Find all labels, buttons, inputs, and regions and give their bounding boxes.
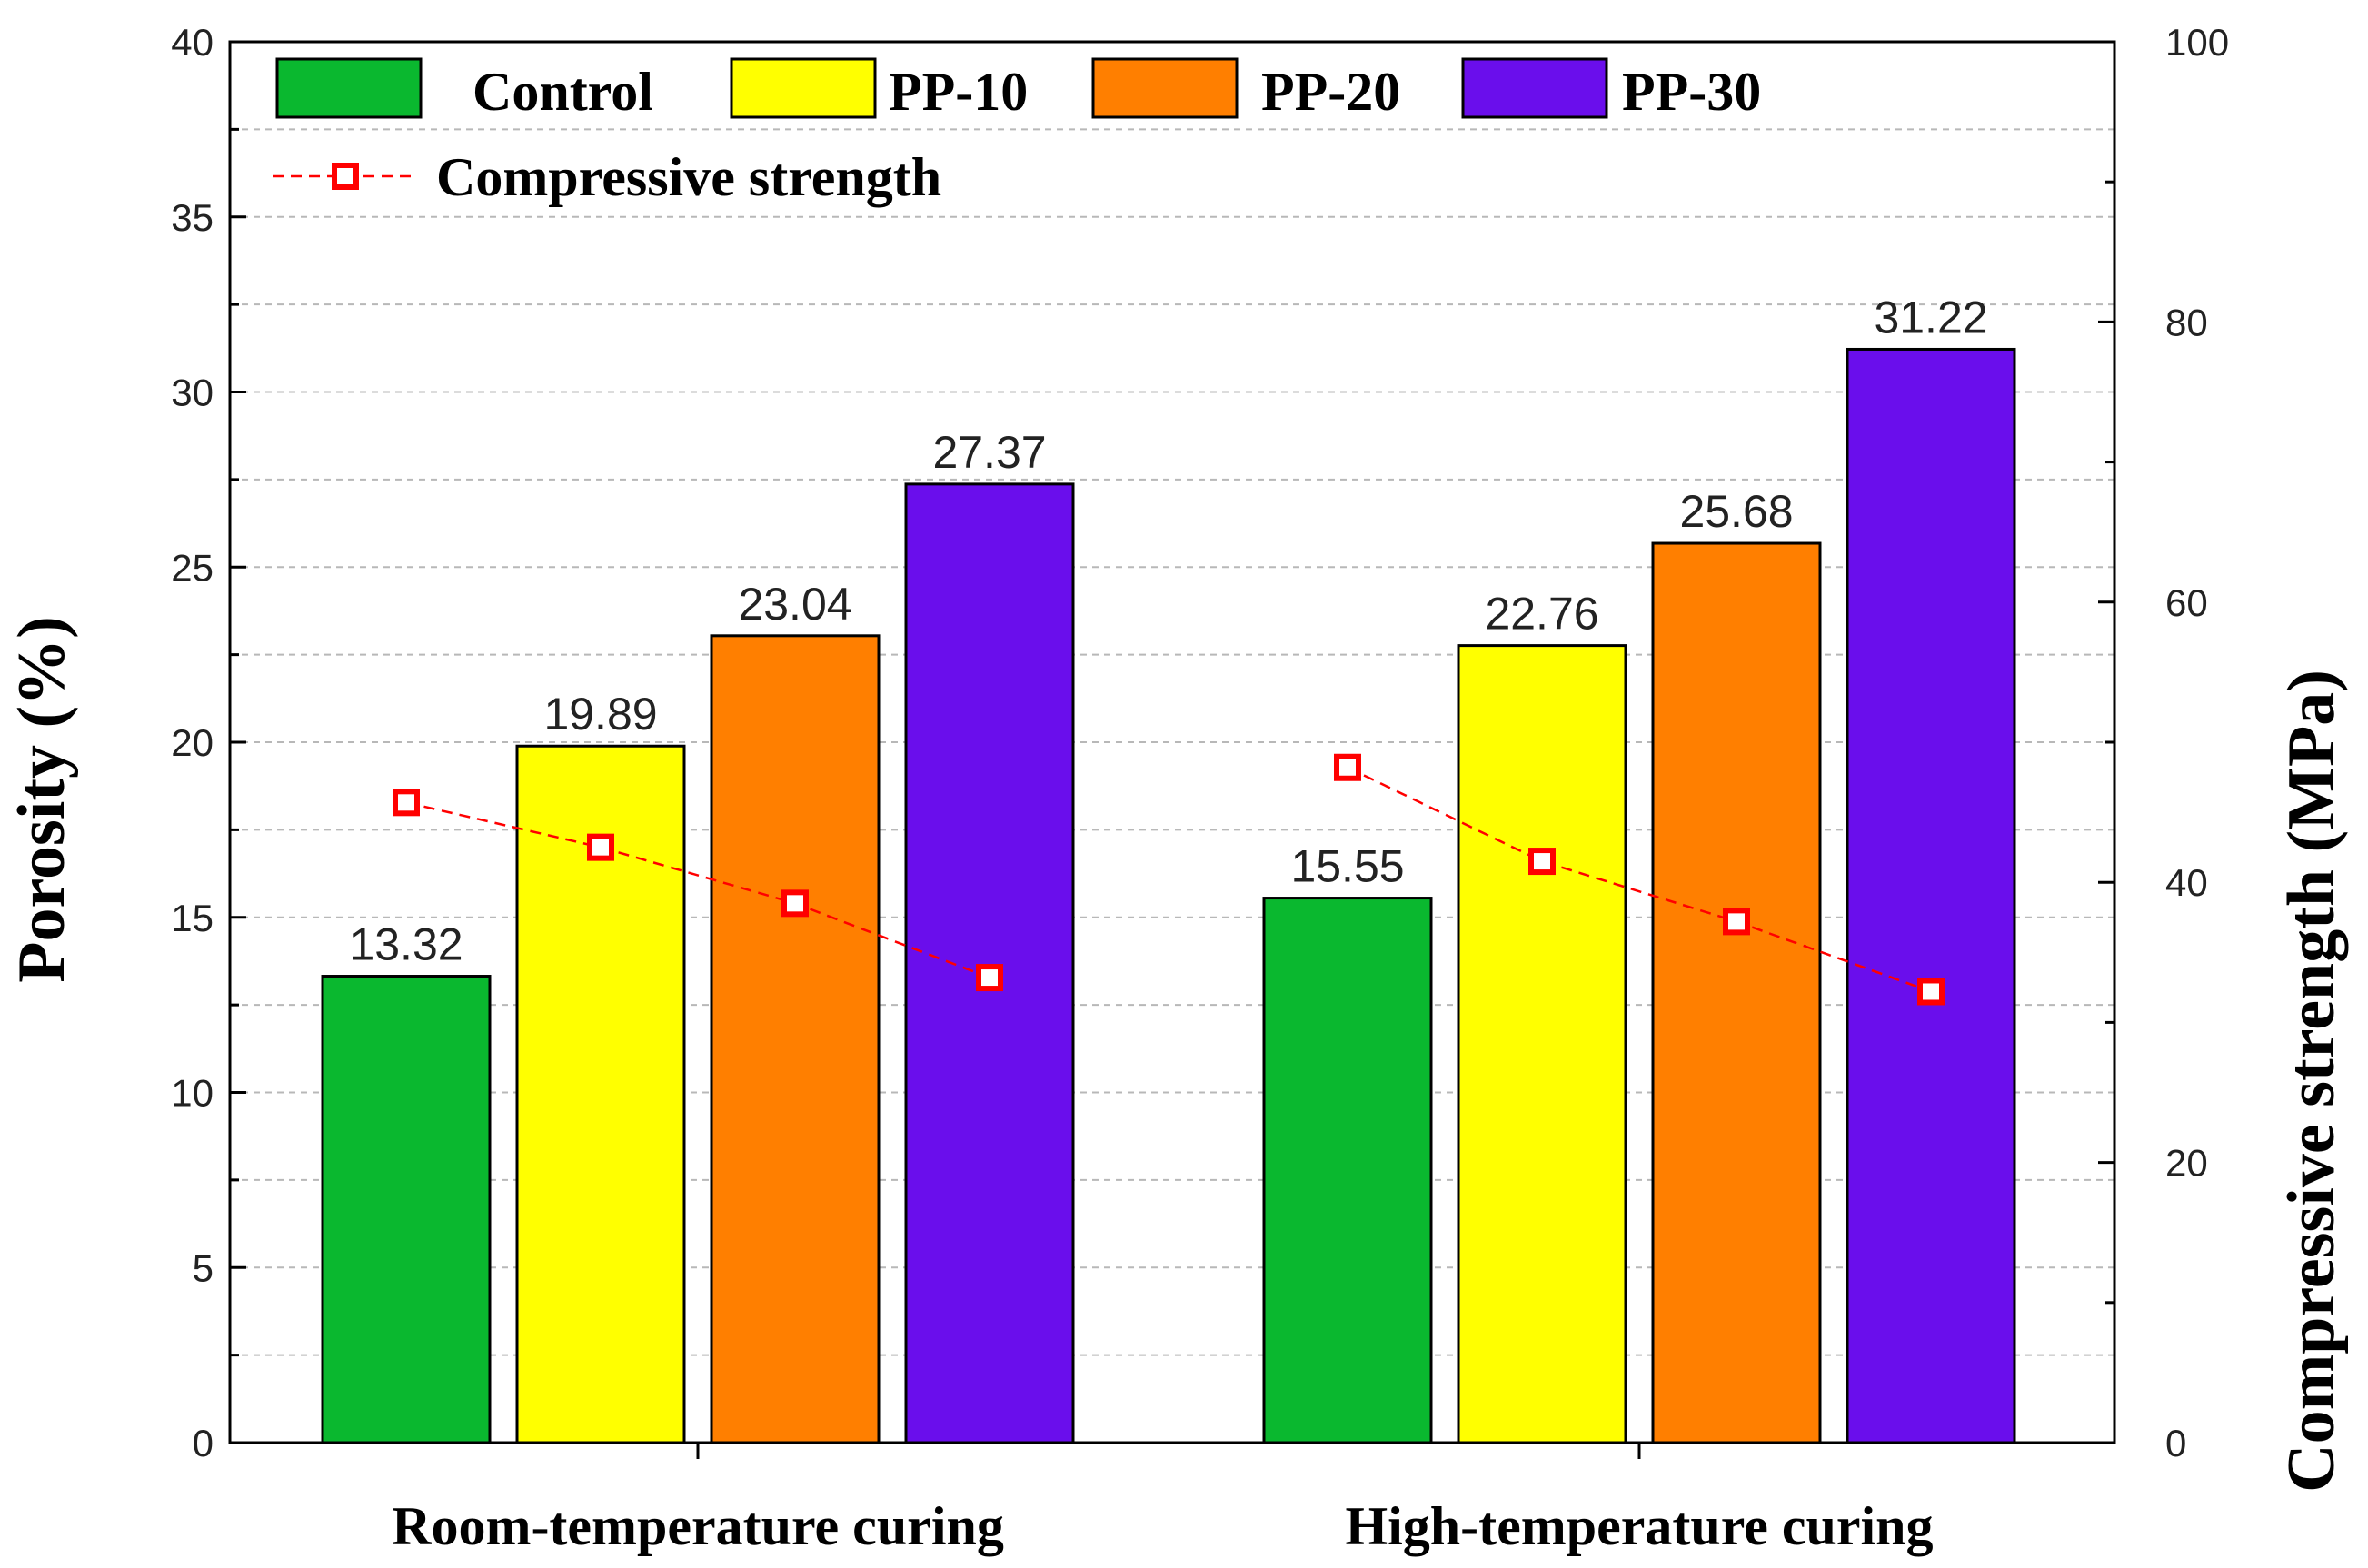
bar-pp-20-1 xyxy=(710,634,881,1444)
y-tick-label: 25 xyxy=(171,546,214,589)
x-category-label: High-temperature curing xyxy=(1345,1496,1933,1556)
y2-axis-title: Compressive strength (MPa) xyxy=(2274,670,2349,1493)
y2-tick-label: 60 xyxy=(2165,581,2208,624)
bar-value-label: 23.04 xyxy=(738,579,851,630)
bar-pp-20-2 xyxy=(1651,541,1822,1444)
strength-point xyxy=(976,964,1003,992)
y2-tick-label: 100 xyxy=(2165,21,2229,64)
strength-point xyxy=(1528,848,1556,876)
y-tick-label: 35 xyxy=(171,196,214,239)
x-category-label: Room-temperature curing xyxy=(392,1496,1004,1556)
legend-swatch-pp-10 xyxy=(730,57,877,119)
strength-point xyxy=(781,889,809,918)
bar-value-label: 25.68 xyxy=(1679,486,1793,537)
bar-pp-10-2 xyxy=(1457,644,1627,1444)
y2-tick-label: 20 xyxy=(2165,1142,2208,1185)
compressive-strength-line xyxy=(393,753,1945,1006)
bar-value-label: 31.22 xyxy=(1874,292,1987,342)
strength-point xyxy=(1917,978,1945,1006)
bar-control-2 xyxy=(1262,897,1433,1444)
legend-label: PP-20 xyxy=(1261,62,1400,122)
legend-swatch-control xyxy=(275,57,423,119)
y-tick-label: 40 xyxy=(171,21,214,64)
bars xyxy=(321,347,2016,1444)
y-tick-label: 5 xyxy=(193,1246,214,1289)
strength-point xyxy=(393,789,420,817)
strength-point xyxy=(587,833,614,861)
plot-frame xyxy=(228,40,2116,1444)
bar-value-label: 19.89 xyxy=(543,689,657,739)
strength-line-segment xyxy=(1347,766,1932,993)
strength-point xyxy=(1334,753,1361,781)
legend-label: Control xyxy=(473,62,653,122)
bar-value-label: 13.32 xyxy=(349,919,463,970)
axes: 0 5 10 15 20 25 30 35 40 0 20 40 60 80 100 Room-tempera… xyxy=(171,21,2229,1556)
y-tick-label: 10 xyxy=(171,1072,214,1115)
legend-label: PP-30 xyxy=(1622,62,1761,122)
legend: Control PP-10 PP-20 PP-30 Compressive streng… xyxy=(273,57,1761,207)
y-axis-title: Porosity (%) xyxy=(5,616,79,983)
bar-value-labels: 13.32 15.55 19.89 22.76 23.04 25.68 27.37 31.22 xyxy=(349,292,1987,969)
legend-label: PP-10 xyxy=(889,62,1028,122)
legend-swatch-pp-20 xyxy=(1091,57,1239,119)
bar-value-label: 27.37 xyxy=(932,427,1046,478)
legend-label: Compressive strength xyxy=(436,147,941,207)
bar-value-label: 22.76 xyxy=(1485,589,1598,640)
strength-point xyxy=(1723,908,1750,936)
y2-tick-label: 80 xyxy=(2165,301,2208,343)
bar-pp-30-1 xyxy=(904,482,1075,1444)
y2-tick-label: 0 xyxy=(2165,1422,2186,1464)
legend-marker-sample xyxy=(332,163,359,190)
bar-value-label: 15.55 xyxy=(1290,841,1404,892)
y2-tick-label: 40 xyxy=(2165,861,2208,904)
y-tick-label: 15 xyxy=(171,897,214,939)
strength-line-segment xyxy=(405,801,990,979)
grid-lines xyxy=(230,128,2114,1356)
y-tick-label: 30 xyxy=(171,372,214,414)
y-tick-label: 20 xyxy=(171,721,214,764)
y-tick-label: 0 xyxy=(193,1422,214,1464)
bar-control-1 xyxy=(321,975,492,1444)
bar-pp-30-2 xyxy=(1846,347,2016,1444)
legend-swatch-pp-30 xyxy=(1461,57,1608,119)
